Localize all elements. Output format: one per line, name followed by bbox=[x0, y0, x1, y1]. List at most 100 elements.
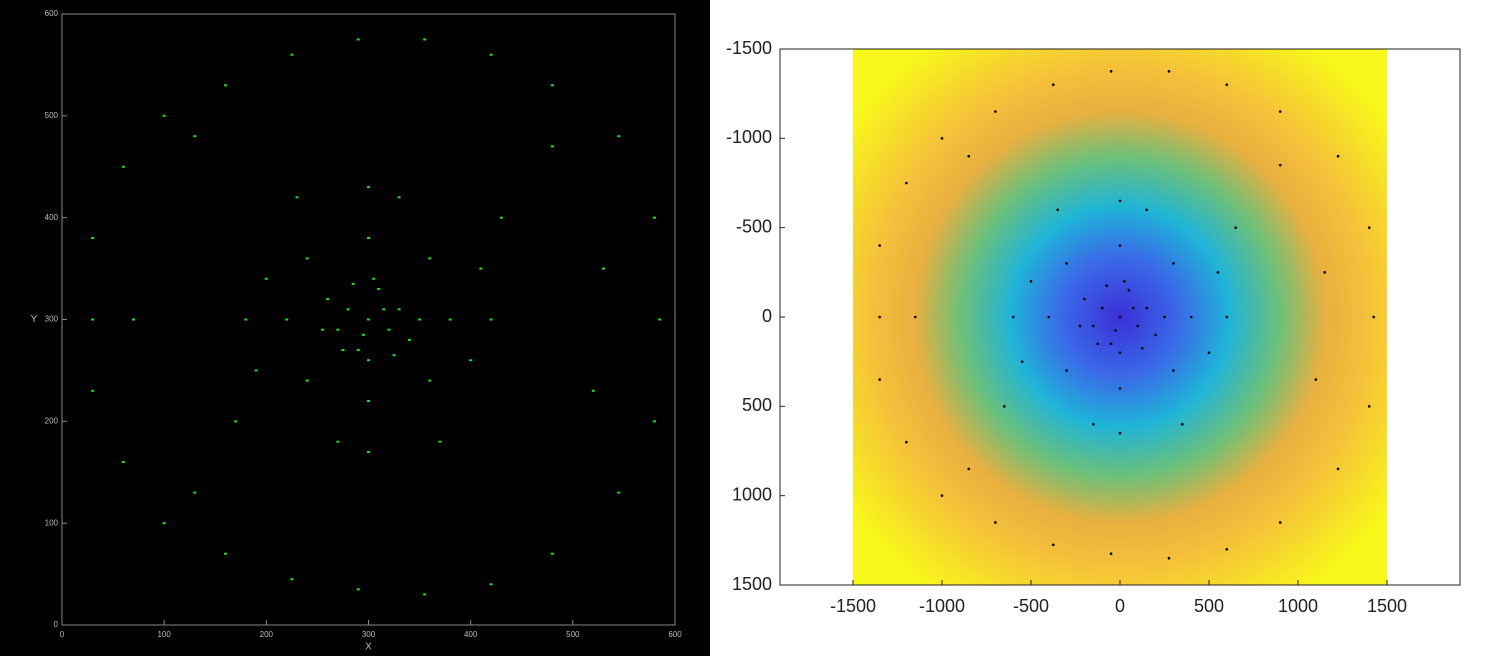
y-tick-label: -1000 bbox=[726, 127, 772, 147]
x-tick-label: 0 bbox=[1115, 596, 1125, 616]
point bbox=[121, 165, 125, 168]
y-tick-label: 100 bbox=[45, 518, 59, 527]
point bbox=[967, 154, 970, 158]
point bbox=[1181, 422, 1184, 426]
point bbox=[367, 450, 370, 453]
point bbox=[361, 333, 365, 336]
point bbox=[305, 379, 309, 382]
point bbox=[550, 84, 554, 87]
point bbox=[438, 440, 442, 443]
point bbox=[418, 318, 422, 321]
point bbox=[489, 583, 493, 586]
point bbox=[913, 315, 917, 319]
x-tick-label: 0 bbox=[60, 630, 65, 639]
point bbox=[1109, 552, 1113, 556]
point bbox=[1336, 154, 1340, 158]
point bbox=[423, 593, 427, 596]
point bbox=[1314, 378, 1318, 381]
point bbox=[356, 588, 360, 591]
x-tick-label: 500 bbox=[1194, 596, 1224, 616]
point bbox=[1056, 208, 1059, 212]
point bbox=[1163, 315, 1166, 319]
point bbox=[1367, 226, 1371, 229]
point bbox=[1118, 387, 1122, 390]
x-tick-label: 300 bbox=[362, 630, 376, 639]
point bbox=[1051, 543, 1055, 547]
y-tick-label: 400 bbox=[45, 213, 59, 222]
point bbox=[1154, 333, 1157, 337]
y-axis-label: Y bbox=[31, 314, 38, 325]
point bbox=[397, 308, 401, 311]
y-tick-label: 1500 bbox=[732, 574, 772, 594]
x-tick-label: 1000 bbox=[1278, 596, 1318, 616]
point bbox=[367, 318, 370, 321]
point bbox=[1096, 342, 1100, 346]
point bbox=[1118, 244, 1122, 247]
point bbox=[382, 308, 386, 311]
point bbox=[346, 308, 350, 311]
point bbox=[223, 84, 227, 87]
axes-frame bbox=[61, 13, 676, 626]
x-tick-label: 600 bbox=[668, 630, 682, 639]
point bbox=[336, 440, 340, 443]
point bbox=[967, 467, 970, 471]
x-tick-label: 400 bbox=[464, 630, 478, 639]
point bbox=[1132, 306, 1135, 310]
point bbox=[1029, 279, 1033, 283]
point bbox=[1118, 199, 1122, 203]
point bbox=[341, 349, 345, 352]
point bbox=[1020, 360, 1024, 363]
point bbox=[469, 359, 473, 362]
point bbox=[285, 318, 289, 321]
point bbox=[1323, 271, 1327, 274]
y-tick-label: 300 bbox=[45, 315, 59, 324]
point bbox=[1114, 329, 1117, 332]
x-tick-label: 100 bbox=[157, 630, 171, 639]
point bbox=[234, 420, 238, 423]
point bbox=[428, 257, 432, 260]
point bbox=[367, 186, 370, 189]
point bbox=[372, 277, 376, 280]
point bbox=[1225, 315, 1229, 319]
point bbox=[244, 318, 248, 321]
point bbox=[392, 354, 396, 357]
point bbox=[1109, 70, 1113, 73]
point bbox=[940, 137, 944, 140]
point bbox=[428, 379, 432, 382]
point bbox=[321, 328, 325, 331]
point bbox=[878, 244, 881, 247]
point bbox=[1118, 431, 1122, 435]
point bbox=[1105, 284, 1108, 288]
point bbox=[193, 491, 197, 494]
point bbox=[1367, 405, 1371, 408]
point bbox=[377, 287, 381, 290]
point bbox=[1225, 547, 1229, 551]
y-tick-label: 0 bbox=[762, 306, 772, 326]
point bbox=[356, 38, 360, 41]
point bbox=[1051, 83, 1055, 87]
point bbox=[1002, 405, 1006, 408]
point bbox=[653, 216, 657, 219]
point bbox=[1336, 467, 1340, 471]
point bbox=[193, 135, 197, 138]
point bbox=[1278, 110, 1282, 113]
point bbox=[994, 521, 997, 524]
y-tick-label: -1500 bbox=[726, 38, 772, 58]
point bbox=[290, 578, 294, 581]
axes-frame bbox=[779, 48, 1461, 586]
y-tick-label: 500 bbox=[742, 395, 772, 415]
point bbox=[162, 522, 166, 525]
y-tick-label: 600 bbox=[45, 9, 59, 18]
point bbox=[326, 298, 330, 301]
point bbox=[336, 328, 340, 331]
point bbox=[254, 369, 258, 372]
point bbox=[1172, 369, 1175, 372]
point bbox=[601, 267, 605, 270]
point bbox=[387, 328, 391, 331]
point bbox=[1216, 271, 1220, 274]
point bbox=[367, 237, 370, 240]
point bbox=[550, 145, 554, 148]
point bbox=[132, 318, 136, 321]
